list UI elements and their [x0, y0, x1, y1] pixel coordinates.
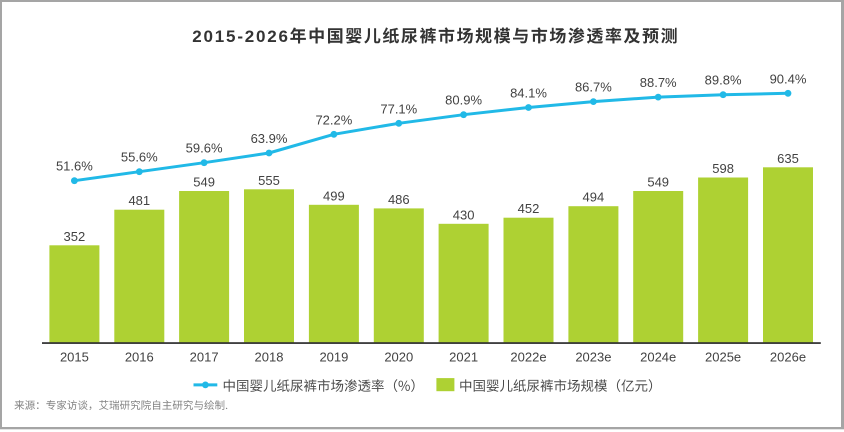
svg-text:549: 549	[647, 175, 669, 190]
svg-text:352: 352	[64, 229, 86, 244]
svg-text:63.9%: 63.9%	[251, 131, 288, 146]
svg-text:2019: 2019	[319, 349, 348, 364]
svg-text:84.1%: 84.1%	[510, 86, 547, 101]
svg-text:555: 555	[258, 173, 280, 188]
svg-text:2025e: 2025e	[705, 349, 741, 364]
svg-text:80.9%: 80.9%	[445, 93, 482, 108]
svg-text:2026e: 2026e	[770, 349, 806, 364]
svg-text:2021: 2021	[449, 349, 478, 364]
svg-text:2015: 2015	[60, 349, 89, 364]
svg-text:549: 549	[193, 175, 215, 190]
svg-text:481: 481	[128, 193, 150, 208]
svg-text:430: 430	[453, 207, 475, 222]
svg-text:90.4%: 90.4%	[770, 71, 807, 86]
svg-text:494: 494	[583, 190, 605, 205]
svg-text:72.2%: 72.2%	[315, 112, 352, 127]
svg-text:51.6%: 51.6%	[56, 159, 93, 174]
svg-text:88.7%: 88.7%	[640, 75, 677, 90]
svg-text:89.8%: 89.8%	[705, 73, 742, 88]
svg-text:86.7%: 86.7%	[575, 80, 612, 95]
svg-text:2015-2026: 2015-2026	[192, 27, 289, 46]
svg-text:2020: 2020	[384, 349, 413, 364]
svg-text:55.6%: 55.6%	[121, 150, 158, 165]
svg-text:598: 598	[712, 161, 734, 176]
svg-text:2017: 2017	[190, 349, 219, 364]
svg-text:2016: 2016	[125, 349, 154, 364]
svg-text:2022e: 2022e	[510, 349, 546, 364]
svg-text:452: 452	[518, 201, 540, 216]
svg-text:499: 499	[323, 188, 345, 203]
svg-text:486: 486	[388, 192, 410, 207]
svg-text:59.6%: 59.6%	[186, 141, 223, 156]
svg-text:2023e: 2023e	[575, 349, 611, 364]
svg-text:635: 635	[777, 151, 799, 166]
svg-text:2024e: 2024e	[640, 349, 676, 364]
svg-text:2018: 2018	[255, 349, 284, 364]
svg-text:77.1%: 77.1%	[380, 101, 417, 116]
